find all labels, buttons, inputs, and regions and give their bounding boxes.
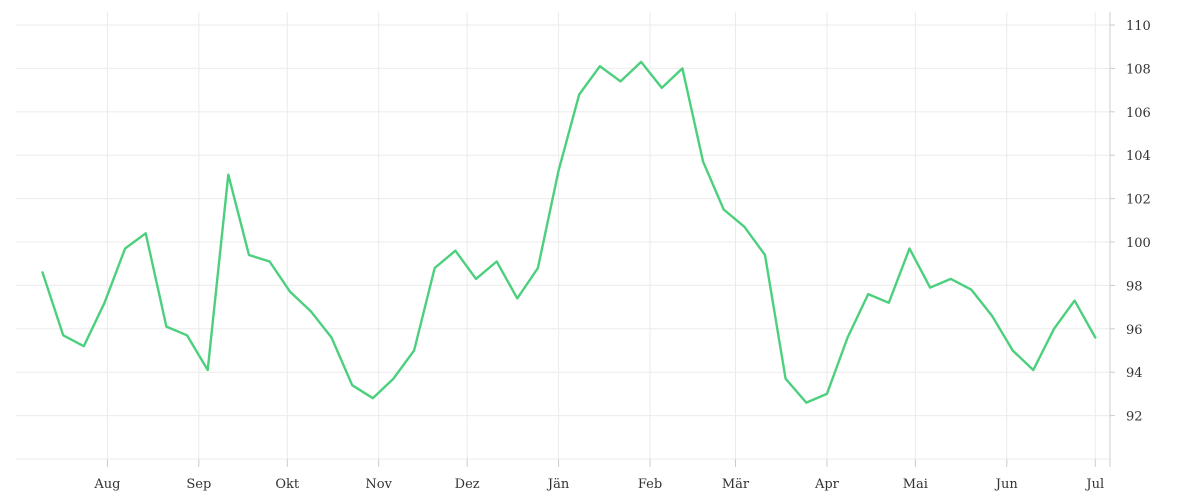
y-tick-label: 92 xyxy=(1126,410,1143,425)
x-tick-label: Nov xyxy=(365,477,392,492)
y-tick-label: 110 xyxy=(1126,19,1151,34)
tick-labels: 92 94 96 98 100 102 104 106 108 110 Aug Sep Okt Nov De… xyxy=(93,19,1150,492)
x-tick-label: Jun xyxy=(994,477,1019,492)
axes xyxy=(106,12,1115,467)
x-tick-label: Feb xyxy=(638,477,662,492)
y-tick-label: 94 xyxy=(1126,366,1143,381)
y-tick-label: 108 xyxy=(1126,62,1151,77)
x-tick-label: Jän xyxy=(546,477,570,492)
x-tick-label: Dez xyxy=(455,477,480,492)
y-tick-label: 104 xyxy=(1126,149,1151,164)
series-layer xyxy=(41,60,1097,404)
y-tick-label: 98 xyxy=(1126,279,1143,294)
series-line xyxy=(41,60,1097,404)
x-tick-label: Mai xyxy=(903,477,928,492)
x-tick-label: Okt xyxy=(275,477,300,492)
y-tick-label: 100 xyxy=(1126,236,1151,251)
y-tick-label: 102 xyxy=(1126,193,1151,208)
x-tick-label: Jul xyxy=(1084,477,1104,492)
x-tick-label: Apr xyxy=(814,477,840,492)
y-tick-label: 96 xyxy=(1126,323,1143,338)
x-tick-label: Aug xyxy=(93,477,120,492)
x-tick-label: Mär xyxy=(722,477,750,492)
grid xyxy=(16,12,1110,460)
x-tick-label: Sep xyxy=(186,477,211,492)
y-tick-label: 106 xyxy=(1126,106,1151,121)
